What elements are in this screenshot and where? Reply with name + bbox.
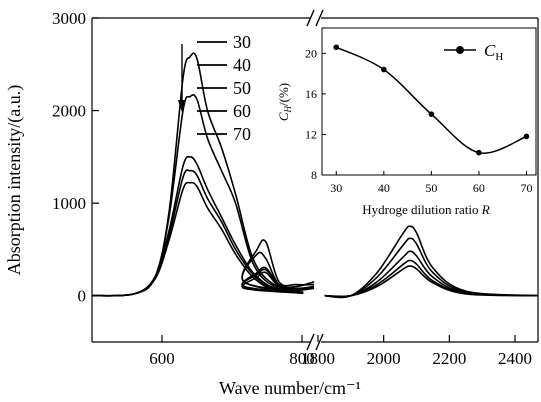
y-tick-label: 3000 <box>52 9 86 28</box>
inset-y-label: CH/(%) <box>276 83 293 121</box>
series-60 <box>91 169 539 298</box>
inset-data-point <box>333 44 340 51</box>
series-70 <box>91 181 539 298</box>
series-layer <box>91 52 539 299</box>
x-tick-label: 2400 <box>498 349 532 368</box>
inset-plot <box>333 44 530 156</box>
inset-frame <box>321 27 537 176</box>
legend-arrow-head <box>178 100 186 112</box>
y-tick-label: 0 <box>78 287 87 306</box>
x-tick-label: 2000 <box>367 349 401 368</box>
y-axis-label: Absorption intensity/(a.u.) <box>4 85 25 275</box>
series-line-high <box>324 250 539 298</box>
legend-label: 70 <box>233 124 251 144</box>
inset-x-label: Hydroge dilution ratio R <box>362 202 490 217</box>
inset-data-point <box>523 133 530 140</box>
legend-label: 60 <box>233 101 251 121</box>
legend: 30 40 50 60 70 <box>178 32 251 144</box>
series-line-low <box>91 93 315 297</box>
axis-break-bottom <box>306 333 324 351</box>
inset-ticks: 30 40 50 60 70 8 12 16 20 <box>305 46 532 195</box>
y-tick-label: 1000 <box>52 194 86 213</box>
series-line-low <box>91 181 315 297</box>
legend-label: 40 <box>233 55 251 75</box>
series-40 <box>91 93 539 298</box>
inset-legend: CH <box>444 41 503 63</box>
inset-x-tick-label: 30 <box>330 181 342 195</box>
inset-legend-label: CH <box>484 41 503 63</box>
inset-y-tick-label: 12 <box>305 127 317 141</box>
series-line-low <box>91 169 315 297</box>
inset-y-tick-label: 20 <box>305 46 317 60</box>
inset-y-tick-label: 16 <box>305 87 317 101</box>
y-tick-label: 2000 <box>52 102 86 121</box>
x-axis-label: Wave number/cm⁻¹ <box>219 378 361 398</box>
inset-chart: 30 40 50 60 70 8 12 16 20 CH/(%) Hydroge dilutio… <box>276 27 537 217</box>
inset-data-point <box>428 111 435 117</box>
x-tick-label: 2200 <box>432 349 466 368</box>
inset-y-tick-label: 8 <box>311 168 317 182</box>
inset-x-tick-label: 50 <box>425 181 437 195</box>
inset-x-tick-label: 60 <box>473 181 485 195</box>
x-tick-label: 800 <box>289 349 315 368</box>
inset-x-tick-label: 40 <box>378 181 390 195</box>
series-line-low <box>91 155 315 297</box>
inset-data-point <box>381 66 387 73</box>
series-line-high <box>324 265 539 298</box>
inset-x-tick-label: 70 <box>520 181 532 195</box>
series-line-high <box>324 225 539 299</box>
legend-label: 30 <box>233 32 251 52</box>
x-tick-label: 600 <box>149 349 175 368</box>
series-line-high <box>324 237 539 298</box>
y-axis-ticks: 0 1000 2000 3000 <box>52 9 99 306</box>
x-tick-label: 1800 <box>301 349 335 368</box>
legend-label: 50 <box>233 78 251 98</box>
inset-legend-marker <box>456 46 464 54</box>
axis-break-top <box>306 9 324 27</box>
inset-data-point <box>476 149 482 156</box>
